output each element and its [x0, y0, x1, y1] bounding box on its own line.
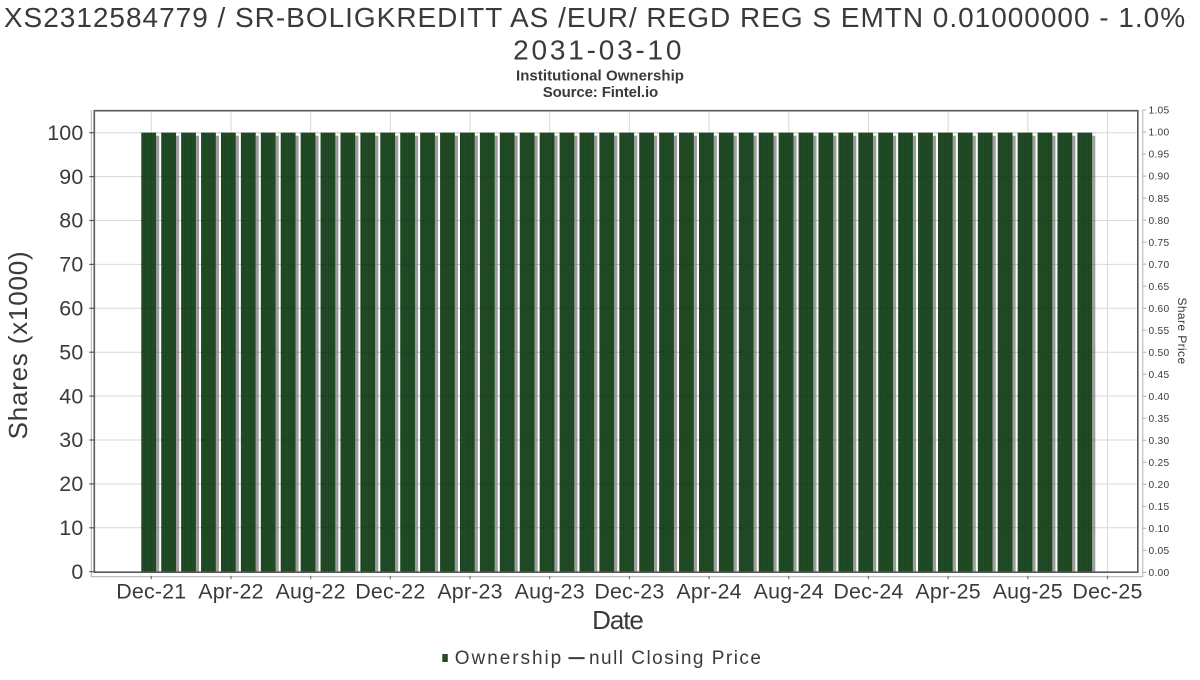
svg-text:0.80: 0.80 — [1149, 216, 1170, 227]
svg-text:Apr-25: Apr-25 — [915, 580, 980, 604]
svg-text:Aug-23: Aug-23 — [515, 580, 585, 604]
svg-text:0.85: 0.85 — [1149, 194, 1170, 205]
svg-text:0.95: 0.95 — [1149, 150, 1170, 161]
svg-text:0.05: 0.05 — [1149, 546, 1170, 557]
svg-text:0.00: 0.00 — [1149, 568, 1170, 579]
svg-text:null Closing Price: null Closing Price — [589, 648, 762, 669]
svg-text:Dec-23: Dec-23 — [594, 580, 664, 604]
svg-text:0.10: 0.10 — [1149, 524, 1170, 535]
svg-text:Aug-22: Aug-22 — [276, 580, 346, 604]
svg-text:0.55: 0.55 — [1149, 326, 1170, 337]
svg-text:Dec-21: Dec-21 — [116, 580, 186, 604]
svg-text:0.45: 0.45 — [1149, 370, 1170, 381]
svg-text:Institutional Ownership: Institutional Ownership — [516, 67, 684, 84]
svg-text:Apr-22: Apr-22 — [198, 580, 263, 604]
svg-text:60: 60 — [59, 297, 83, 321]
svg-text:Source: Fintel.io: Source: Fintel.io — [543, 84, 658, 101]
svg-text:0.15: 0.15 — [1149, 502, 1170, 513]
svg-text:40: 40 — [59, 384, 83, 408]
svg-text:0: 0 — [71, 560, 83, 584]
svg-text:10: 10 — [59, 516, 83, 540]
svg-text:0.40: 0.40 — [1149, 392, 1170, 403]
svg-text:100: 100 — [47, 121, 83, 145]
svg-text:XS2312584779 / SR-BOLIGKREDITT: XS2312584779 / SR-BOLIGKREDITT AS /EUR/ … — [4, 2, 1186, 33]
svg-text:0.35: 0.35 — [1149, 414, 1170, 425]
svg-text:0.50: 0.50 — [1149, 348, 1170, 359]
svg-text:1.00: 1.00 — [1149, 128, 1170, 139]
svg-text:Shares (x1000): Shares (x1000) — [3, 251, 33, 440]
svg-text:Dec-22: Dec-22 — [355, 580, 425, 604]
svg-text:0.20: 0.20 — [1149, 480, 1170, 491]
svg-text:1.05: 1.05 — [1149, 106, 1170, 117]
svg-text:80: 80 — [59, 209, 83, 233]
svg-text:0.75: 0.75 — [1149, 238, 1170, 249]
svg-text:Aug-24: Aug-24 — [754, 580, 824, 604]
svg-text:Apr-23: Apr-23 — [437, 580, 502, 604]
svg-text:Date: Date — [592, 605, 643, 635]
svg-text:0.70: 0.70 — [1149, 260, 1170, 271]
svg-text:Dec-25: Dec-25 — [1072, 580, 1142, 604]
svg-text:Dec-24: Dec-24 — [833, 580, 903, 604]
svg-text:0.60: 0.60 — [1149, 304, 1170, 315]
svg-text:Ownership: Ownership — [455, 648, 563, 669]
svg-text:20: 20 — [59, 472, 83, 496]
svg-text:90: 90 — [59, 165, 83, 189]
svg-text:0.65: 0.65 — [1149, 282, 1170, 293]
svg-text:0.90: 0.90 — [1149, 172, 1170, 183]
svg-text:30: 30 — [59, 428, 83, 452]
svg-text:50: 50 — [59, 340, 83, 364]
svg-text:0.30: 0.30 — [1149, 436, 1170, 447]
svg-text:Apr-24: Apr-24 — [676, 580, 741, 604]
svg-text:2031-03-10: 2031-03-10 — [513, 34, 684, 65]
svg-text:Aug-25: Aug-25 — [993, 580, 1063, 604]
svg-text:70: 70 — [59, 253, 83, 277]
svg-text:0.25: 0.25 — [1149, 458, 1170, 469]
svg-text:Share Price: Share Price — [1175, 297, 1189, 364]
